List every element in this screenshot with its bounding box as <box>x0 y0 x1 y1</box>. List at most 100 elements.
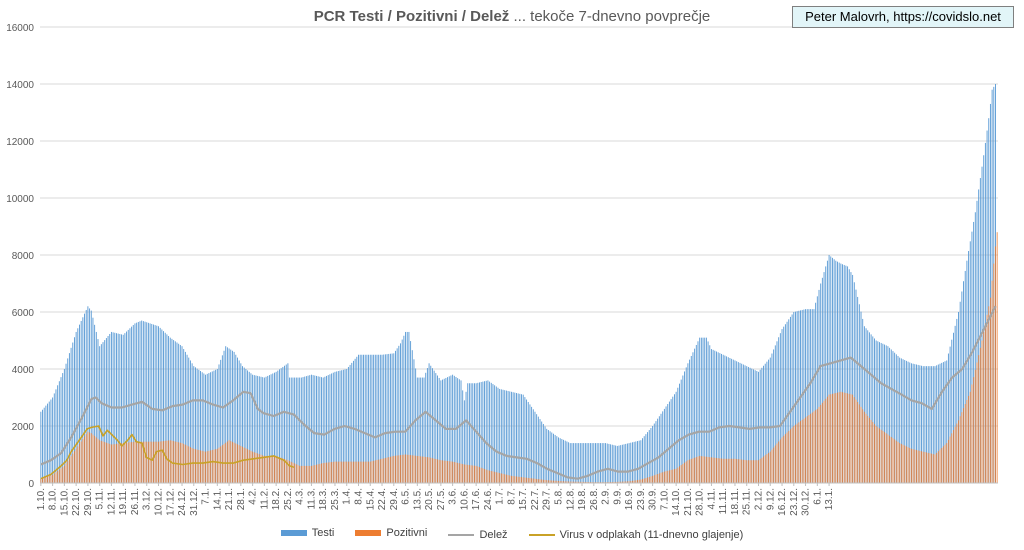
bar-testi <box>53 393 55 483</box>
bar-testi <box>719 353 721 483</box>
bar-pozitivni <box>707 456 709 483</box>
bar-testi <box>734 360 736 483</box>
bar-testi <box>635 441 637 483</box>
bar-pozitivni <box>400 455 401 483</box>
bar-testi <box>724 355 726 483</box>
bar-testi <box>934 366 936 483</box>
bar-testi <box>235 354 237 483</box>
bar-pozitivni <box>273 455 275 483</box>
bar-testi <box>630 442 632 483</box>
bar-pozitivni <box>72 453 74 483</box>
x-tick-label: 13.5. <box>412 488 423 510</box>
bar-testi <box>524 397 526 483</box>
bar-pozitivni <box>339 461 341 483</box>
bar-testi <box>652 426 654 483</box>
bar-pozitivni <box>739 459 741 483</box>
bar-pozitivni <box>702 456 704 483</box>
x-tick-label: 11.11. <box>718 488 729 514</box>
bar-testi <box>942 362 944 483</box>
bar-testi <box>396 348 398 483</box>
bar-pozitivni <box>969 391 971 483</box>
bar-testi <box>752 369 754 483</box>
bar-pozitivni <box>716 457 717 483</box>
bar-pozitivni <box>734 458 736 483</box>
bar-pozitivni <box>310 465 312 483</box>
bar-testi <box>305 376 307 483</box>
bar-pozitivni <box>613 481 615 483</box>
bar-pozitivni <box>151 441 153 483</box>
bar-pozitivni <box>307 465 309 483</box>
bar-testi <box>793 312 795 483</box>
x-tick-label: 24.6. <box>483 488 494 510</box>
y-tick-label: 4000 <box>12 365 35 376</box>
bar-testi <box>437 375 438 483</box>
bar-pozitivni <box>621 481 623 483</box>
bar-testi <box>109 333 111 483</box>
bar-pozitivni <box>156 441 158 483</box>
y-tick-label: 2000 <box>12 422 35 433</box>
bar-pozitivni <box>473 465 475 483</box>
bar-testi <box>695 344 697 483</box>
bar-testi <box>591 443 593 483</box>
bar-pozitivni <box>611 481 613 483</box>
bar-pozitivni <box>521 477 522 483</box>
bar-testi <box>694 348 696 483</box>
bar-testi <box>956 318 958 483</box>
bar-pozitivni <box>289 461 291 483</box>
bar-pozitivni <box>892 438 894 483</box>
bar-testi <box>151 323 153 483</box>
bar-testi <box>805 309 807 483</box>
bar-pozitivni <box>642 479 643 483</box>
bar-testi <box>680 379 682 483</box>
bar-testi <box>196 368 198 483</box>
bar-testi <box>665 406 667 483</box>
bar-pozitivni <box>926 452 928 483</box>
bar-testi <box>519 393 521 483</box>
bar-testi <box>282 366 284 483</box>
bar-pozitivni <box>280 457 282 483</box>
bar-testi <box>285 364 287 483</box>
bar-testi <box>679 383 680 483</box>
bar-pozitivni <box>882 430 884 483</box>
x-tick-label: 23.12. <box>789 488 800 516</box>
bar-pozitivni <box>437 459 438 483</box>
bar-pozitivni <box>418 456 420 483</box>
bar-testi <box>952 332 954 483</box>
bar-pozitivni <box>403 454 405 483</box>
bar-testi <box>737 362 739 483</box>
bar-pozitivni <box>647 477 649 483</box>
bar-pozitivni <box>411 455 413 483</box>
bar-testi <box>94 324 96 483</box>
bar-testi <box>631 442 633 483</box>
bar-testi <box>527 401 529 483</box>
bar-testi <box>912 363 914 483</box>
bar-pozitivni <box>694 457 696 483</box>
bar-pozitivni <box>546 480 548 483</box>
bar-pozitivni <box>742 459 744 483</box>
bar-pozitivni <box>196 449 198 483</box>
bar-testi <box>297 377 299 483</box>
bar-pozitivni <box>462 464 464 483</box>
bar-pozitivni <box>142 441 144 483</box>
bar-pozitivni <box>773 447 775 483</box>
bar-pozitivni <box>114 444 116 483</box>
bar-testi <box>57 385 59 483</box>
bar-pozitivni <box>79 443 80 483</box>
bar-pozitivni <box>657 474 659 483</box>
bar-pozitivni <box>195 449 196 483</box>
bar-testi <box>505 390 507 483</box>
bar-pozitivni <box>821 402 823 483</box>
bar-testi <box>842 264 843 483</box>
bar-testi <box>605 443 607 483</box>
bar-pozitivni <box>423 456 425 483</box>
bar-pozitivni <box>684 462 686 483</box>
bar-pozitivni <box>452 461 454 483</box>
bar-pozitivni <box>356 461 358 483</box>
bar-pozitivni <box>200 450 201 483</box>
bar-pozitivni <box>995 246 996 483</box>
bar-testi <box>189 360 191 483</box>
bar-testi <box>667 404 669 483</box>
x-tick-label: 28.10. <box>695 488 706 516</box>
bar-testi <box>121 334 122 483</box>
